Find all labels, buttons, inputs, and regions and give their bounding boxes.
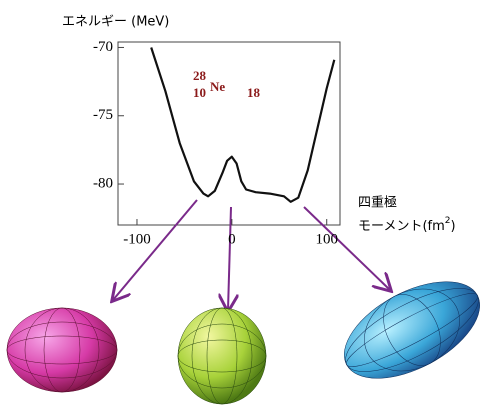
atomic-number: 10 — [193, 85, 206, 100]
ellipsoid — [6, 307, 118, 393]
mesh — [345, 288, 479, 372]
mesh — [6, 321, 118, 379]
y-tick-label: -75 — [93, 107, 113, 123]
x-tick-label: -100 — [123, 231, 151, 247]
mass-number: 28 — [193, 68, 207, 83]
mesh — [191, 307, 253, 405]
x-tick-label: 0 — [228, 231, 236, 247]
y-tick-label: -80 — [93, 175, 113, 191]
y-axis-label: エネルギー (MeV) — [62, 15, 169, 30]
x-axis-label: モーメント(fm2) — [358, 216, 456, 234]
arrows — [113, 199, 390, 310]
x-axis-label-part: ) — [451, 219, 456, 234]
y-tick-label: -70 — [93, 39, 113, 55]
mesh — [24, 307, 100, 393]
x-axis-label: 四重極 — [358, 195, 397, 211]
arrow — [113, 199, 198, 300]
mesh — [364, 288, 460, 372]
x-axis-label-part: モーメント(fm — [358, 219, 445, 234]
x-axis-label-sup: 2 — [445, 216, 451, 226]
nucleus-shape-spherical — [177, 307, 267, 405]
arrow — [303, 206, 390, 290]
energy-curve — [150, 47, 336, 203]
neutron-number: 18 — [247, 85, 261, 100]
mesh — [177, 323, 267, 389]
plot-frame — [117, 41, 341, 226]
nucleus-shape-prolate — [344, 281, 480, 379]
ellipsoid — [177, 307, 267, 405]
nuclide-label: 28 10 Ne 18 — [193, 68, 261, 100]
element-symbol: Ne — [210, 79, 225, 94]
x-tick-label: 100 — [315, 231, 338, 247]
arrow — [228, 206, 231, 310]
nucleus-shape-oblate — [6, 307, 118, 393]
ellipsoid — [344, 281, 480, 379]
